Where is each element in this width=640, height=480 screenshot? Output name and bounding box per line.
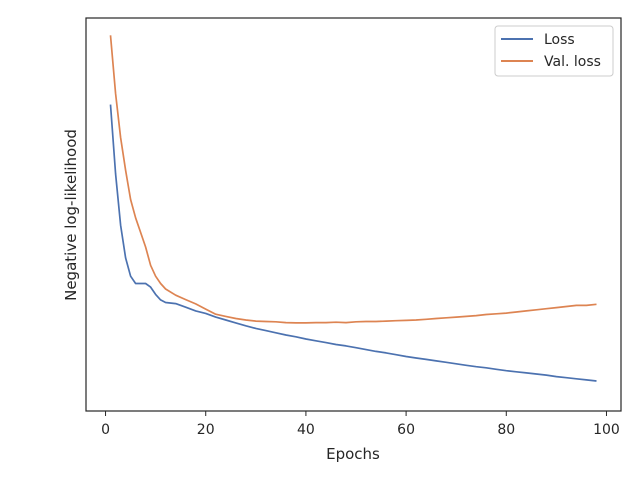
- x-tick-label-80: 80: [497, 422, 515, 438]
- legend-label-val-loss: Val. loss: [544, 54, 601, 70]
- y-axis-label: Negative log-likelihood: [62, 129, 80, 301]
- x-axis-ticks: 0 20 40 60 80 100: [101, 411, 620, 438]
- axes-frame: [85, 17, 622, 412]
- x-tick-label-40: 40: [297, 422, 315, 438]
- x-tick-label-0: 0: [101, 422, 110, 438]
- series-line-loss: [109, 104, 597, 382]
- x-tick-label-20: 20: [197, 422, 215, 438]
- x-axis-label: Epochs: [326, 445, 380, 463]
- x-tick-label-60: 60: [397, 422, 415, 438]
- series-line-val-loss: [109, 35, 597, 324]
- legend: Loss Val. loss: [494, 25, 614, 77]
- x-tick-label-100: 100: [593, 422, 620, 438]
- series-layer: [109, 35, 597, 382]
- legend-label-loss: Loss: [544, 32, 575, 48]
